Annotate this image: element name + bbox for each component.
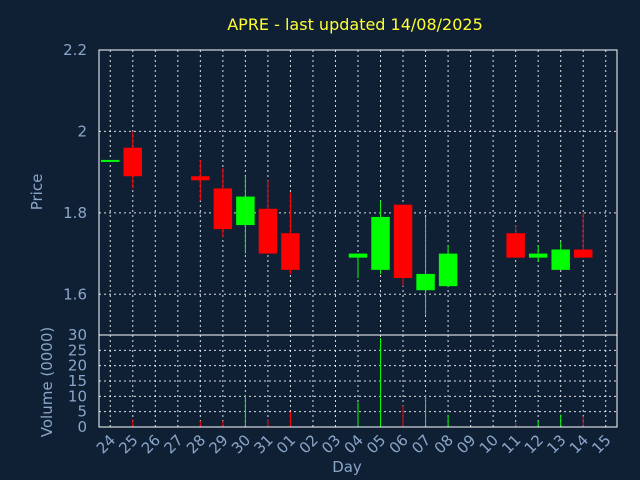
candle-body [123, 147, 143, 177]
volume-panel-frame [98, 334, 618, 428]
candle-body [551, 249, 570, 270]
candle-body [213, 188, 233, 230]
volume-tick-label: 25 [68, 341, 87, 359]
candle-body [506, 233, 525, 258]
volume-tick-label: 5 [77, 403, 87, 421]
candle-body [416, 273, 435, 291]
price-axis-label: Price [28, 174, 46, 211]
candle-body [281, 233, 300, 270]
candle-body [101, 159, 120, 162]
volume-tick-label: 15 [68, 372, 87, 390]
price-tick-label: 1.6 [63, 285, 87, 303]
candle-body [191, 176, 210, 181]
x-tick-label: 15 [588, 431, 614, 457]
candle-body [393, 204, 413, 278]
volume-tick-label: 10 [68, 387, 87, 405]
candle-body [371, 216, 390, 270]
price-tick-label: 1.8 [63, 204, 87, 222]
chart-title: APRE - last updated 14/08/2025 [227, 15, 483, 34]
volume-tick-label: 0 [77, 418, 87, 436]
candle-body [528, 253, 548, 258]
price-tick-label: 2.2 [63, 41, 87, 59]
candle-body [573, 249, 593, 258]
price-panel-frame [98, 49, 618, 336]
price-panel: 2.2 2 1.8 1.6 [63, 41, 618, 336]
volume-tick-label: 30 [68, 326, 87, 344]
price-tick-label: 2 [77, 122, 87, 140]
candle-body [348, 253, 368, 258]
x-axis-label: Day [332, 458, 362, 476]
volume-tick-label: 20 [68, 357, 87, 375]
candle-body [258, 208, 278, 254]
candle-body [438, 253, 458, 287]
candle-body [236, 196, 255, 226]
volume-axis-label: Volume (0000) [38, 327, 56, 437]
